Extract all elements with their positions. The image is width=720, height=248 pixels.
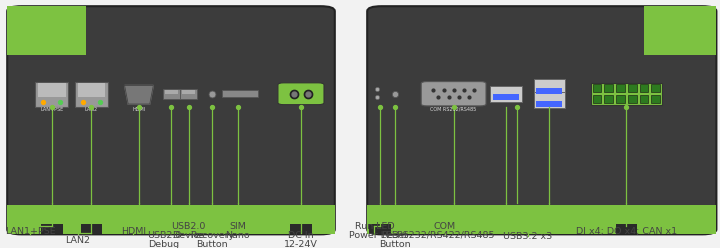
Bar <box>593 84 601 92</box>
Bar <box>490 86 522 102</box>
Text: Button: Button <box>379 240 410 248</box>
Bar <box>81 224 102 234</box>
Bar <box>604 84 613 92</box>
Bar <box>536 88 562 94</box>
Text: HDMI: HDMI <box>132 107 145 112</box>
Text: USB3.2 x3: USB3.2 x3 <box>503 232 552 241</box>
Bar <box>628 84 636 92</box>
Bar <box>222 90 258 97</box>
Bar <box>369 224 391 234</box>
Bar <box>493 94 519 100</box>
Bar <box>180 89 197 99</box>
Bar <box>604 95 613 103</box>
Text: Device: Device <box>172 231 205 240</box>
Bar <box>367 205 716 234</box>
FancyBboxPatch shape <box>278 83 324 105</box>
Bar <box>639 84 649 92</box>
Text: RS232/RS422/RS485: RS232/RS422/RS485 <box>396 231 494 240</box>
Bar <box>534 79 565 95</box>
Text: LAN2: LAN2 <box>85 107 98 112</box>
FancyBboxPatch shape <box>7 6 335 234</box>
Text: LAN2: LAN2 <box>66 236 90 245</box>
Bar <box>639 95 649 103</box>
Bar <box>290 224 312 234</box>
Bar <box>75 82 108 107</box>
Text: USB2.0: USB2.0 <box>171 222 206 231</box>
Text: Run LED: Run LED <box>354 222 395 231</box>
Bar <box>652 95 660 103</box>
Bar <box>616 224 637 234</box>
Text: Debug: Debug <box>148 240 180 248</box>
Text: COM RS232/RS485: COM RS232/RS485 <box>431 107 477 112</box>
Text: Nano: Nano <box>225 231 250 240</box>
Bar <box>7 6 86 55</box>
Bar <box>41 224 63 234</box>
FancyBboxPatch shape <box>367 6 716 234</box>
Bar <box>593 95 601 103</box>
Bar <box>35 82 68 107</box>
Bar <box>38 83 66 97</box>
Text: LAN1+PSE: LAN1+PSE <box>5 227 55 236</box>
Bar <box>78 83 105 97</box>
Bar <box>616 95 625 103</box>
Text: HDMI: HDMI <box>121 227 145 236</box>
Polygon shape <box>125 85 153 104</box>
Bar <box>652 84 660 92</box>
Bar <box>165 90 178 94</box>
Bar <box>163 89 180 99</box>
Text: Button: Button <box>197 240 228 248</box>
Text: USB2.0: USB2.0 <box>147 231 181 240</box>
Bar <box>534 92 565 108</box>
Text: DC In: DC In <box>288 231 314 240</box>
Bar <box>628 95 636 103</box>
Bar <box>644 6 716 55</box>
Text: Recovery: Recovery <box>190 231 235 240</box>
Text: DI x4; DO x4; CAN x1: DI x4; DO x4; CAN x1 <box>576 227 677 236</box>
Bar <box>7 205 335 234</box>
FancyBboxPatch shape <box>421 82 486 106</box>
Bar <box>536 101 562 107</box>
Bar <box>616 84 625 92</box>
Text: LAN+PSE: LAN+PSE <box>40 107 63 112</box>
Text: Power LED: Power LED <box>349 231 400 240</box>
Text: 12-24V: 12-24V <box>284 240 318 248</box>
Bar <box>182 90 195 94</box>
Text: Reset: Reset <box>381 231 408 240</box>
Text: SIM: SIM <box>229 222 246 231</box>
Bar <box>591 83 662 105</box>
Text: COM: COM <box>434 222 456 231</box>
